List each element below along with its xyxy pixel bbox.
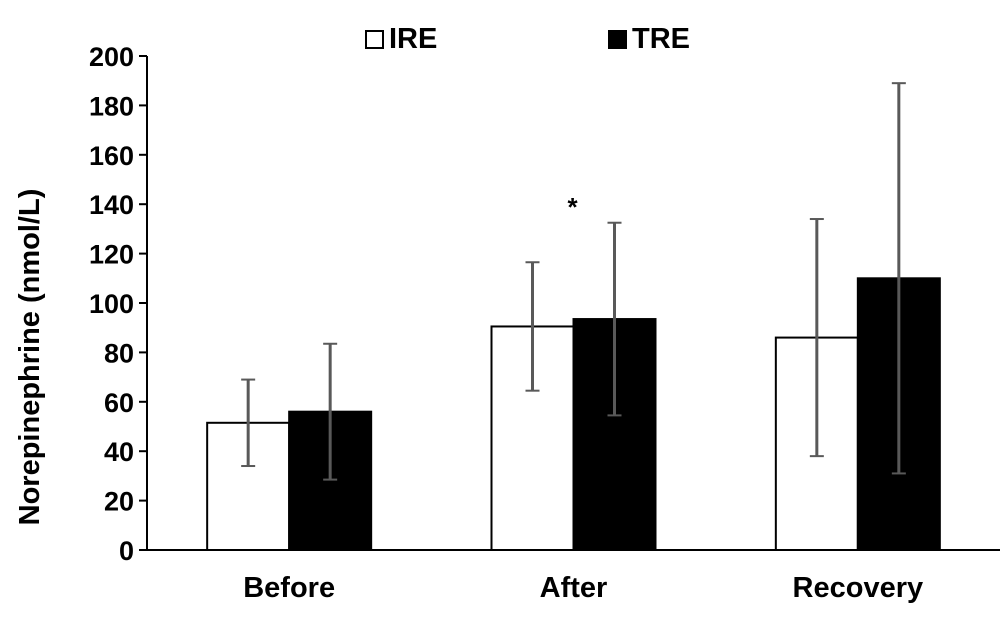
- significance-marker: *: [567, 192, 578, 222]
- y-tick-label: 0: [119, 536, 134, 566]
- y-tick-label: 40: [104, 437, 134, 467]
- x-category-label: Before: [243, 572, 335, 604]
- y-tick-label: 60: [104, 388, 134, 418]
- y-tick-label: 140: [89, 190, 134, 220]
- y-tick-label: 160: [89, 141, 134, 171]
- y-tick-label: 180: [89, 91, 134, 121]
- x-axis: Before After Recovery: [243, 572, 923, 604]
- legend: IRE TRE: [365, 23, 690, 55]
- y-tick-label: 80: [104, 338, 134, 368]
- legend-label-ire: IRE: [389, 23, 437, 55]
- y-axis-title: Norepinephrine (nmol/L): [14, 189, 46, 526]
- y-axis: 0 20 40 60 80 100 120 140 160 180 200: [89, 42, 147, 566]
- y-tick-label: 100: [89, 289, 134, 319]
- bars: [206, 277, 941, 552]
- y-tick-label: 120: [89, 240, 134, 270]
- error-bars: [241, 82, 906, 481]
- legend-label-tre: TRE: [632, 23, 690, 55]
- annotations: *: [567, 192, 578, 222]
- y-tick-label: 20: [104, 487, 134, 517]
- x-category-label: Recovery: [793, 572, 924, 604]
- y-tick-label: 200: [89, 42, 134, 72]
- x-category-label: After: [540, 572, 608, 604]
- legend-swatch-tre: [608, 30, 627, 49]
- legend-swatch-ire: [365, 30, 384, 49]
